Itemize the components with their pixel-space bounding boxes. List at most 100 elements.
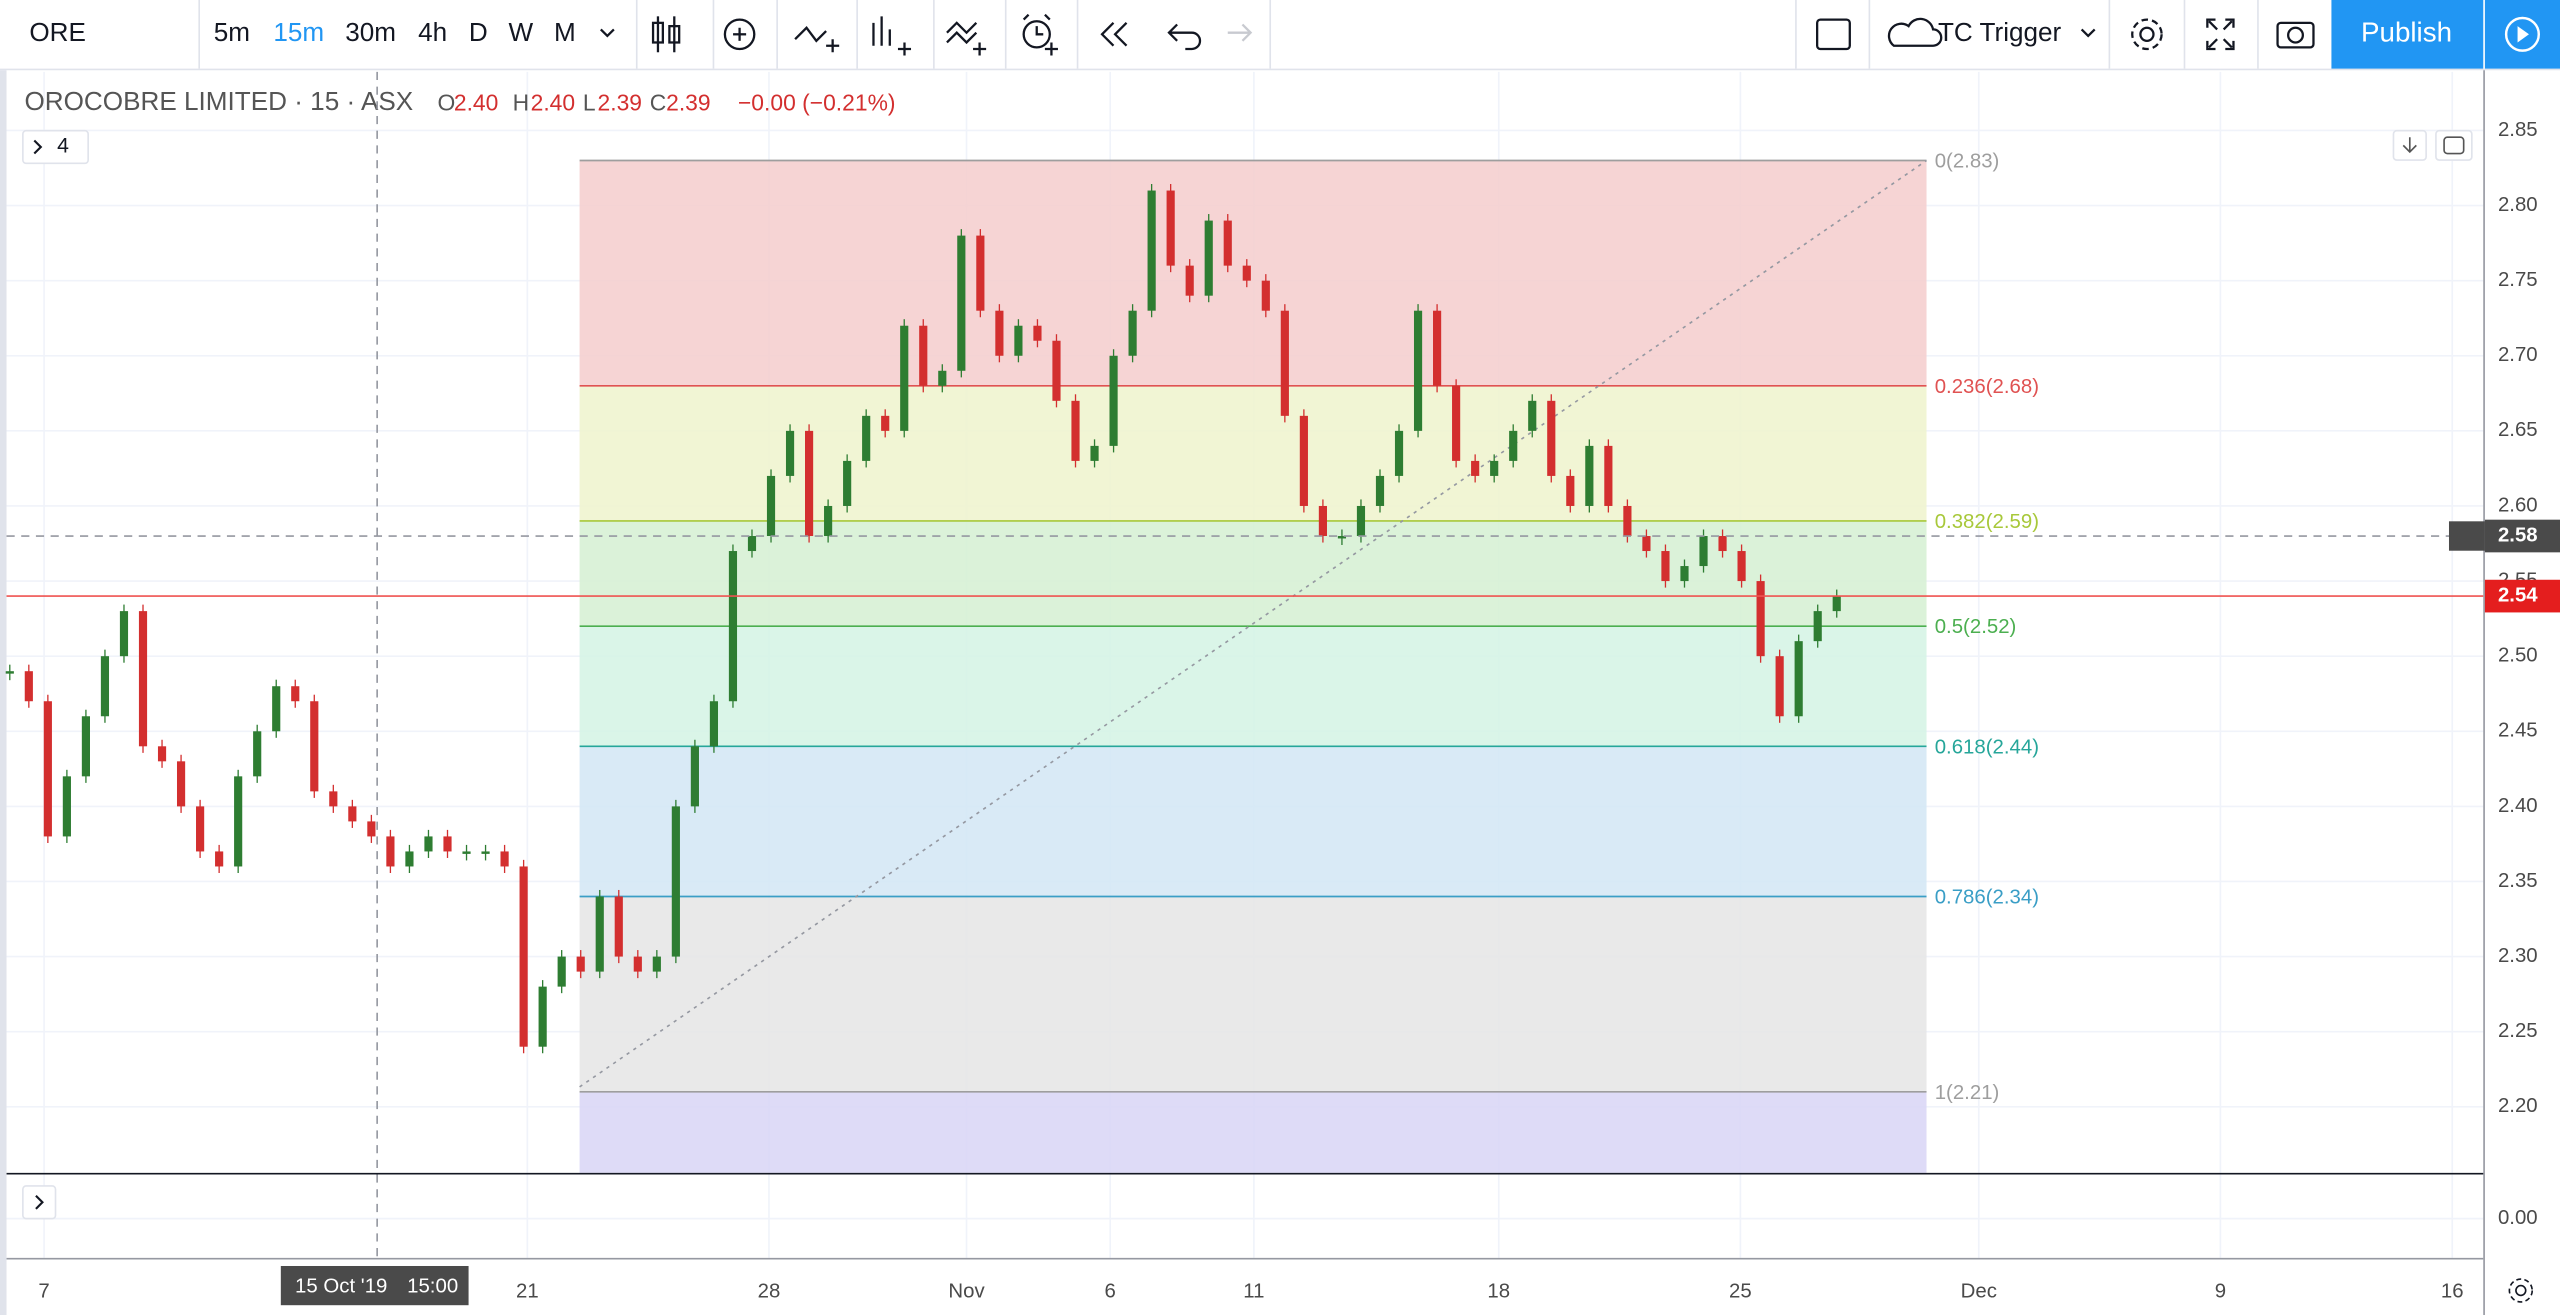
candle xyxy=(1109,355,1118,446)
candle xyxy=(862,415,871,461)
candle xyxy=(728,551,738,702)
interval-menu[interactable] xyxy=(600,28,615,38)
candle xyxy=(1623,505,1632,537)
maximize-icon xyxy=(2443,136,2465,155)
settings-icon[interactable] xyxy=(2131,18,2163,51)
indicator-chevron xyxy=(33,139,43,155)
candle xyxy=(1128,310,1137,356)
alert-icon[interactable] xyxy=(1022,13,1058,56)
y-tick-label: 2.35 xyxy=(2498,870,2538,892)
interval-button[interactable]: 4h xyxy=(418,17,447,47)
replay-icon[interactable] xyxy=(1100,22,1128,47)
templates-icon[interactable] xyxy=(946,21,987,56)
crosshair-date-tag xyxy=(280,1265,469,1306)
candle xyxy=(100,656,110,717)
candle xyxy=(24,671,33,702)
y-tick-label: 2.60 xyxy=(2498,494,2538,516)
fib-zone xyxy=(579,626,1927,747)
fib-level-label: 0(2.83) xyxy=(1935,151,2000,173)
candle xyxy=(272,686,281,732)
candle xyxy=(1090,445,1099,461)
subpane-tick-label: 0.00 xyxy=(2498,1207,2538,1229)
symbol[interactable]: ORE xyxy=(29,17,86,47)
candle xyxy=(652,956,661,972)
candle xyxy=(1585,445,1594,506)
candle xyxy=(538,986,547,1047)
candle xyxy=(196,806,205,852)
candle xyxy=(957,235,966,371)
candle xyxy=(1680,566,1689,582)
candle xyxy=(1071,400,1080,461)
x-tick-label: 28 xyxy=(758,1281,781,1303)
interval-button[interactable]: W xyxy=(508,17,533,47)
candle xyxy=(1813,611,1822,642)
snapshot-icon[interactable] xyxy=(2276,21,2315,49)
fib-level-label: 0.382(2.59) xyxy=(1935,511,2039,533)
fib-zone xyxy=(579,746,1927,897)
trigger-menu[interactable] xyxy=(2080,28,2096,38)
y-tick-label: 2.40 xyxy=(2498,795,2538,817)
maximize-button[interactable] xyxy=(2435,129,2473,161)
financials-icon[interactable] xyxy=(872,16,912,56)
redo-icon[interactable] xyxy=(1227,23,1253,42)
y-tick-label: 2.85 xyxy=(2498,119,2538,141)
x-tick-label: 9 xyxy=(2215,1281,2226,1303)
candle xyxy=(633,956,642,972)
interval-button[interactable]: 5m xyxy=(214,17,250,47)
publish-button[interactable] xyxy=(2331,0,2484,69)
interval-button[interactable]: 15m xyxy=(273,17,324,47)
publish-label[interactable]: Publish xyxy=(2361,17,2452,48)
fib-level-label: 0.786(2.34) xyxy=(1935,887,2039,909)
candle xyxy=(614,896,623,957)
crosshair-time: 15:00 xyxy=(407,1276,458,1298)
low-value: 2.39 xyxy=(598,90,642,116)
candle xyxy=(1356,505,1366,537)
candle xyxy=(1832,596,1841,612)
candle xyxy=(1166,190,1175,266)
subpane-toggle[interactable] xyxy=(22,1185,57,1220)
candle xyxy=(1318,505,1327,537)
candle xyxy=(1394,430,1404,476)
candle xyxy=(1471,460,1480,476)
fib-zone xyxy=(579,385,1927,521)
indicator-add-icon[interactable] xyxy=(723,18,756,51)
candle xyxy=(119,611,129,657)
fullscreen-icon[interactable] xyxy=(2206,18,2235,51)
interval-button[interactable]: 30m xyxy=(345,17,396,47)
y-tick-label: 2.30 xyxy=(2498,945,2538,967)
candle xyxy=(1433,310,1442,386)
candle xyxy=(176,761,186,807)
x-tick-label: Dec xyxy=(1961,1281,1997,1303)
x-tick-label: Nov xyxy=(948,1281,985,1303)
crosshair-date: 15 Oct '19 xyxy=(295,1276,387,1298)
change-value: −0.00 (−0.21%) xyxy=(738,90,896,116)
layout-icon[interactable] xyxy=(1816,18,1851,51)
candle xyxy=(1337,536,1347,539)
x-tick-label: 21 xyxy=(516,1281,539,1303)
interval-button[interactable]: M xyxy=(554,17,576,47)
candle xyxy=(1375,475,1385,506)
interval-group: 5m 15m 30m 4h D W M xyxy=(214,17,576,47)
cloud-icon[interactable] xyxy=(1887,17,1943,47)
candle xyxy=(785,430,795,476)
undo-icon[interactable] xyxy=(1167,23,1202,51)
chart-type-icon[interactable] xyxy=(651,16,681,53)
candle xyxy=(1490,460,1499,476)
candle xyxy=(1718,536,1727,552)
candle xyxy=(881,415,890,431)
candle xyxy=(1014,325,1023,356)
axis-settings-icon[interactable] xyxy=(2508,1278,2534,1303)
interval-button[interactable]: D xyxy=(469,17,488,47)
y-tick-label: 2.70 xyxy=(2498,344,2538,366)
candle xyxy=(1794,641,1803,717)
toolbar-separators xyxy=(198,0,2259,69)
trigger-label[interactable]: TC Trigger xyxy=(1938,17,2062,47)
plot-area xyxy=(6,71,2484,1258)
candle xyxy=(157,746,167,762)
candle xyxy=(386,836,395,867)
candle xyxy=(348,806,357,822)
compare-icon[interactable] xyxy=(794,26,840,53)
indicator-toggle[interactable] xyxy=(22,129,89,165)
